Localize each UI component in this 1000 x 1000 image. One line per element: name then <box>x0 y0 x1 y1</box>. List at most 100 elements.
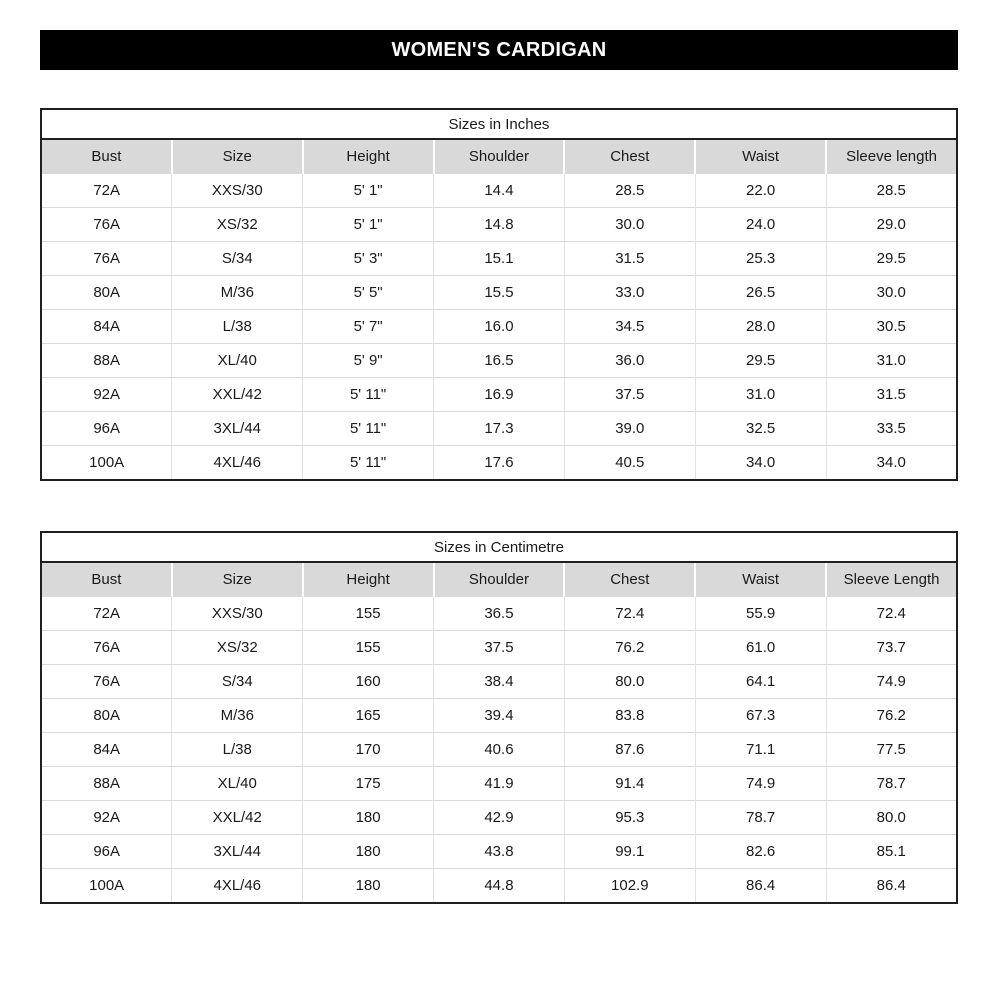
table-cell: 41.9 <box>433 766 565 801</box>
column-header: Shoulder <box>432 562 565 597</box>
table-cell: 28.0 <box>694 309 827 344</box>
table-cell: 155 <box>302 596 434 631</box>
table-cell: 16.0 <box>433 309 565 344</box>
table-header-row: Bust Size Height Shoulder Chest Waist Sleeve L… <box>41 562 957 597</box>
table-cell: 5' 3" <box>302 241 434 276</box>
column-header: Shoulder <box>432 139 565 174</box>
table-cell: 15.1 <box>433 241 565 276</box>
table-cell: 72.4 <box>563 596 696 631</box>
table-cell: 80.0 <box>825 800 957 835</box>
table-cell: 80.0 <box>563 664 696 699</box>
column-header: Sleeve Length <box>825 562 957 597</box>
column-header: Sleeve length <box>825 139 957 174</box>
table-cell: 30.0 <box>563 207 696 242</box>
table-row: 92A XXL/42 180 42.9 95.3 78.7 80.0 <box>41 800 957 835</box>
table-cell: 96A <box>41 834 172 869</box>
table-cell: 84A <box>41 732 172 767</box>
table-cell: 72A <box>41 596 172 631</box>
table-cell: 43.8 <box>433 834 565 869</box>
column-header: Chest <box>563 139 696 174</box>
table-cell: 3XL/44 <box>171 834 303 869</box>
table-cell: 86.4 <box>694 868 827 903</box>
table-cell: 76A <box>41 630 172 665</box>
table-cell: 4XL/46 <box>171 445 303 480</box>
table-cell: XXL/42 <box>171 800 303 835</box>
table-row: 92A XXL/42 5' 11" 16.9 37.5 31.0 31.5 <box>41 377 957 412</box>
table-cell: 42.9 <box>433 800 565 835</box>
table-cell: 4XL/46 <box>171 868 303 903</box>
table-cell: 40.5 <box>563 445 696 480</box>
table-cell: 180 <box>302 868 434 903</box>
table-cell: 29.5 <box>825 241 957 276</box>
table-cell: 16.5 <box>433 343 565 378</box>
table-row: 88A XL/40 175 41.9 91.4 74.9 78.7 <box>41 766 957 801</box>
centimetre-size-table: Sizes in Centimetre Bust Size Height Shoulde… <box>40 531 958 904</box>
table-cell: 72.4 <box>825 596 957 631</box>
table-row: 80A M/36 165 39.4 83.8 67.3 76.2 <box>41 698 957 733</box>
table-cell: 84A <box>41 309 172 344</box>
table-cell: 78.7 <box>825 766 957 801</box>
table-cell: 91.4 <box>563 766 696 801</box>
table-cell: 165 <box>302 698 434 733</box>
table-cell: 74.9 <box>694 766 827 801</box>
column-header: Height <box>301 562 434 597</box>
table-cell: 40.6 <box>433 732 565 767</box>
table-cell: 80A <box>41 275 172 310</box>
table-cell: 17.3 <box>433 411 565 446</box>
table-cell: 39.4 <box>433 698 565 733</box>
table-cell: 88A <box>41 343 172 378</box>
table-row: 76A S/34 160 38.4 80.0 64.1 74.9 <box>41 664 957 699</box>
table-cell: 36.5 <box>433 596 565 631</box>
table-cell: XL/40 <box>171 766 303 801</box>
table-cell: 30.0 <box>825 275 957 310</box>
table-cell: 14.8 <box>433 207 565 242</box>
table-cell: 86.4 <box>825 868 957 903</box>
table-cell: 17.6 <box>433 445 565 480</box>
table-title-row: Sizes in Inches <box>41 109 957 140</box>
table-cell: 170 <box>302 732 434 767</box>
table-cell: 14.4 <box>433 173 565 208</box>
table-cell: 82.6 <box>694 834 827 869</box>
table-row: 88A XL/40 5' 9" 16.5 36.0 29.5 31.0 <box>41 343 957 378</box>
table-cell: S/34 <box>171 241 303 276</box>
table-cell: 80A <box>41 698 172 733</box>
column-header: Bust <box>41 139 172 174</box>
table-cell: 30.5 <box>825 309 957 344</box>
table-cell: 37.5 <box>433 630 565 665</box>
table-cell: 33.5 <box>825 411 957 446</box>
table-row: 84A L/38 170 40.6 87.6 71.1 77.5 <box>41 732 957 767</box>
column-header: Bust <box>41 562 172 597</box>
column-header: Waist <box>694 562 827 597</box>
table-cell: 5' 11" <box>302 411 434 446</box>
table-cell: 76A <box>41 664 172 699</box>
table-cell: 44.8 <box>433 868 565 903</box>
table-cell: 34.5 <box>563 309 696 344</box>
table-title: Sizes in Centimetre <box>41 532 957 563</box>
table-cell: 39.0 <box>563 411 696 446</box>
centimetre-table-wrap: Sizes in Centimetre Bust Size Height Shoulde… <box>40 531 958 904</box>
table-cell: 5' 11" <box>302 377 434 412</box>
table-cell: 74.9 <box>825 664 957 699</box>
table-row: 100A 4XL/46 180 44.8 102.9 86.4 86.4 <box>41 868 957 903</box>
column-header: Size <box>170 562 303 597</box>
table-row: 76A S/34 5' 3" 15.1 31.5 25.3 29.5 <box>41 241 957 276</box>
table-cell: 102.9 <box>563 868 696 903</box>
table-cell: 38.4 <box>433 664 565 699</box>
table-cell: 55.9 <box>694 596 827 631</box>
table-cell: 5' 1" <box>302 207 434 242</box>
table-cell: 15.5 <box>433 275 565 310</box>
column-header: Waist <box>694 139 827 174</box>
inches-table-wrap: Sizes in Inches Bust Size Height Shoulder Che… <box>40 108 958 481</box>
table-cell: 36.0 <box>563 343 696 378</box>
table-cell: 33.0 <box>563 275 696 310</box>
inches-size-table: Sizes in Inches Bust Size Height Shoulder Che… <box>40 108 958 481</box>
table-cell: 73.7 <box>825 630 957 665</box>
table-cell: M/36 <box>171 698 303 733</box>
table-cell: 67.3 <box>694 698 827 733</box>
table-row: 96A 3XL/44 5' 11" 17.3 39.0 32.5 33.5 <box>41 411 957 446</box>
table-row: 72A XXS/30 5' 1" 14.4 28.5 22.0 28.5 <box>41 173 957 208</box>
table-cell: 32.5 <box>694 411 827 446</box>
table-cell: 31.0 <box>694 377 827 412</box>
table-cell: 180 <box>302 834 434 869</box>
